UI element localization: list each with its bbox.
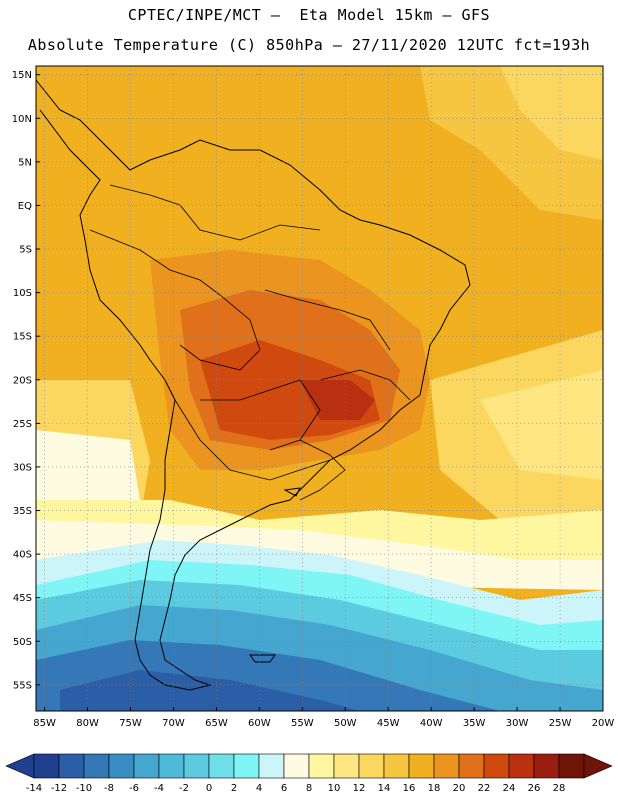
lon-label: 25W [549,718,572,729]
latitude-labels: 15N 10N 5N EQ 5S 10S 15S 20S 25S 30S 35S 40S 45S 50S 5… [12,70,32,691]
lon-label: 60W [248,718,271,729]
colorbar-swatch [408,753,435,779]
lon-label: 40W [420,718,443,729]
colorbar-label: 20 [453,783,466,794]
lat-label: 20S [13,375,32,386]
colorbar-label: 28 [553,783,566,794]
colorbar: -14 -12 -10 -8 -6 -4 -2 0 2 4 6 8 10 12 14 16 18 20 22 24 26… [5,753,613,794]
lat-label: 35S [13,506,32,517]
colorbar-label: -2 [179,783,189,794]
lat-label: 10N [12,114,32,125]
colorbar-swatch [183,753,210,779]
lon-label: 45W [377,718,400,729]
colorbar-swatch [433,753,460,779]
colorbar-label: -10 [76,783,92,794]
colorbar-swatch [233,753,260,779]
axis-ticks [36,74,604,711]
colorbar-label: 12 [353,783,366,794]
title-line-1: CPTEC/INPE/MCT – Eta Model 15km – GFS [127,6,491,24]
lat-label: 10S [13,288,32,299]
lat-label: 15N [12,70,32,81]
colorbar-label: 14 [378,783,391,794]
colorbar-label: 4 [256,783,262,794]
colorbar-swatch [33,753,60,779]
colorbar-label: -6 [129,783,139,794]
colorbar-swatch [133,753,160,779]
colorbar-label: -4 [154,783,164,794]
lon-label: 85W [33,718,56,729]
lon-label: 35W [463,718,486,729]
colorbar-swatch [483,753,510,779]
colorbar-swatch [158,753,185,779]
lat-label: 45S [13,593,32,604]
colorbar-label: 24 [503,783,516,794]
colorbar-arrow-low [5,753,35,779]
title-line-2: Absolute Temperature (C) 850hPa – 27/11/… [27,36,591,54]
longitude-labels: 85W 80W 75W 70W 65W 60W 55W 50W 45W 40W 35W 30W 25W 2… [33,718,614,729]
colorbar-swatch [58,753,85,779]
colorbar-swatch [208,753,235,779]
colorbar-swatch [358,753,385,779]
plot-frame [35,65,604,712]
colorbar-label: 22 [478,783,491,794]
colorbar-swatch [558,753,585,779]
lon-label: 20W [592,718,615,729]
lat-label: 25S [13,419,32,430]
colorbar-swatch [533,753,560,779]
lon-label: 65W [205,718,228,729]
colorbar-label: 0 [206,783,212,794]
lat-label: 5N [18,157,32,168]
colorbar-label: 6 [281,783,287,794]
colorbar-swatch [508,753,535,779]
lon-label: 80W [76,718,99,729]
colorbar-label: 2 [231,783,237,794]
colorbar-label: -12 [51,783,67,794]
lon-label: 70W [162,718,185,729]
lat-label: EQ [18,201,32,212]
lon-label: 30W [506,718,529,729]
colorbar-swatch [283,753,310,779]
graticule [36,66,604,711]
colorbar-swatch [333,753,360,779]
colorbar-swatch [83,753,110,779]
colorbar-swatch [258,753,285,779]
lon-label: 55W [291,718,314,729]
lat-label: 40S [13,550,32,561]
lat-label: 5S [19,245,32,256]
colorbar-swatch [458,753,485,779]
lat-label: 30S [13,462,32,473]
lon-label: 50W [334,718,357,729]
colorbar-label: -8 [104,783,114,794]
temperature-field [36,66,603,711]
lat-label: 50S [13,637,32,648]
colorbar-label: 16 [403,783,416,794]
lat-label: 15S [13,332,32,343]
colorbar-swatch [108,753,135,779]
colorbar-label: 18 [428,783,441,794]
colorbar-label: 26 [528,783,541,794]
colorbar-arrow-high [583,753,613,779]
colorbar-label: 8 [306,783,312,794]
coastlines [36,79,471,691]
colorbar-label: -14 [26,783,42,794]
colorbar-swatch [308,753,335,779]
lon-label: 75W [119,718,142,729]
colorbar-label: 10 [328,783,341,794]
lat-label: 55S [13,680,32,691]
colorbar-swatch [383,753,410,779]
